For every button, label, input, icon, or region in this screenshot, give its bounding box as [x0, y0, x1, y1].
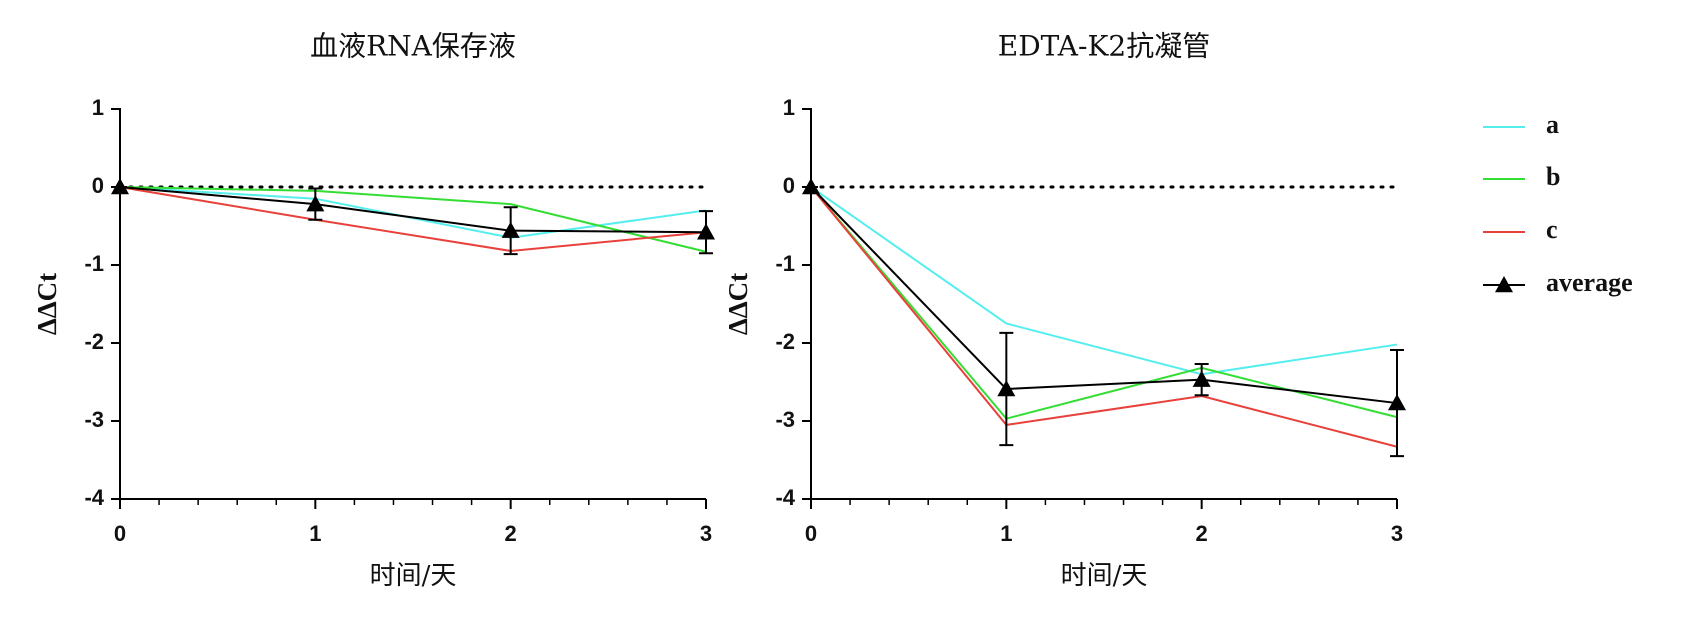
y-tick-label: -4	[84, 485, 104, 510]
marker	[1192, 370, 1211, 387]
y-tick-label: 0	[92, 173, 104, 198]
legend-marker	[1495, 276, 1513, 293]
series-line	[810, 186, 1398, 405]
x-tick-label: 0	[114, 521, 126, 546]
y-tick-label: -2	[775, 329, 795, 354]
x-tick-label: 1	[309, 521, 321, 546]
chart-title: 血液RNA保存液	[310, 30, 516, 63]
marker	[501, 221, 520, 238]
x-tick-label: 0	[805, 521, 817, 546]
legend-label: b	[1546, 162, 1560, 191]
y-axis-label: ΔΔCt	[723, 273, 753, 335]
marker	[802, 178, 820, 195]
y-tick-label: -4	[775, 485, 795, 510]
x-tick-label: 1	[1000, 521, 1012, 546]
y-tick-label: -3	[775, 407, 795, 432]
y-tick-label: 1	[783, 95, 795, 120]
x-axis-label: 时间/天	[1061, 561, 1148, 591]
marker	[1388, 394, 1406, 411]
series-line	[810, 186, 1398, 420]
y-tick-label: 0	[783, 173, 795, 198]
marker	[997, 380, 1016, 397]
y-tick-label: -1	[84, 251, 104, 276]
series-line	[810, 186, 1398, 376]
x-axis-label: 时间/天	[370, 561, 457, 591]
x-tick-label: 3	[700, 521, 712, 546]
chart-title: EDTA-K2抗凝管	[998, 30, 1210, 63]
marker	[697, 223, 715, 240]
series-line	[810, 186, 1398, 448]
marker	[306, 195, 325, 212]
legend-label: average	[1546, 268, 1633, 297]
y-tick-label: -3	[84, 407, 104, 432]
y-axis-label: ΔΔCt	[32, 273, 62, 335]
y-tick-label: -2	[84, 329, 104, 354]
legend-label: c	[1546, 215, 1558, 244]
series-line	[119, 186, 707, 252]
y-tick-label: 1	[92, 95, 104, 120]
legend-label: a	[1546, 110, 1559, 139]
x-tick-label: 3	[1391, 521, 1403, 546]
x-tick-label: 2	[505, 521, 517, 546]
series-line	[119, 186, 707, 253]
y-tick-label: -1	[775, 251, 795, 276]
marker	[111, 178, 129, 195]
x-tick-label: 2	[1196, 521, 1208, 546]
series-line	[119, 186, 707, 234]
